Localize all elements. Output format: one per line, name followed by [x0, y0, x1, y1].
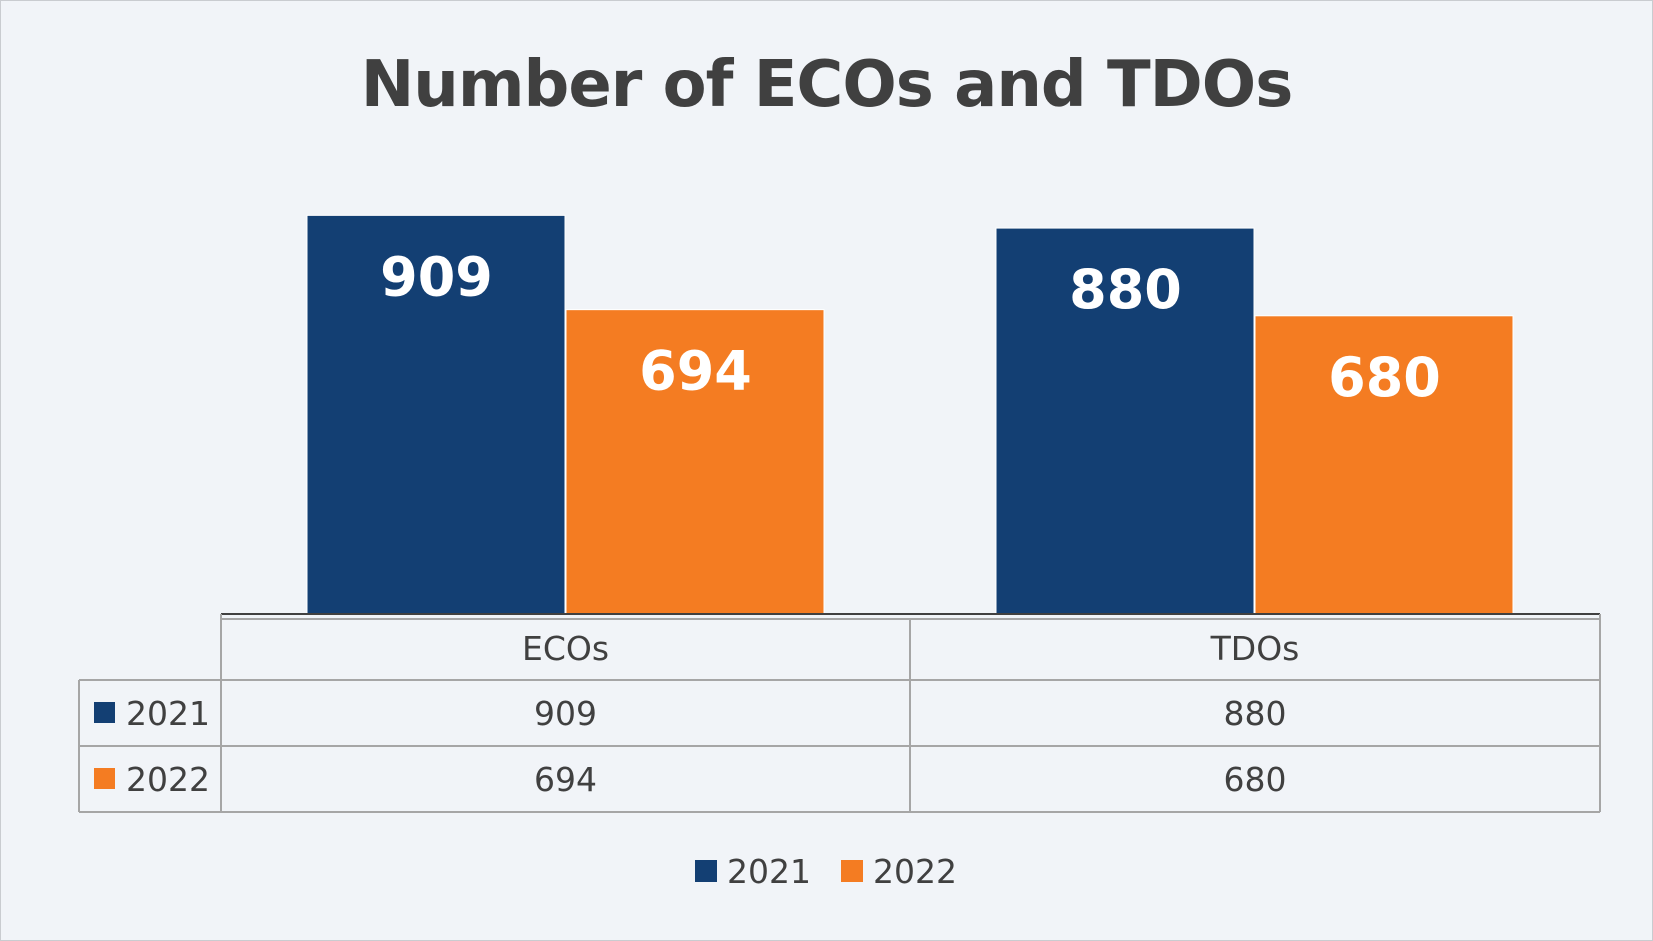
table-cell-2022-TDOs: 680	[1224, 760, 1287, 799]
legend-label-2022: 2022	[873, 851, 957, 891]
data-label-2022-ECOs: 694	[639, 340, 752, 403]
table-row-label-2021: 2021	[126, 694, 210, 733]
data-label-2021-TDOs: 880	[1069, 258, 1182, 321]
legend-swatch-2022	[841, 860, 863, 882]
table-header-ECOs: ECOs	[522, 629, 609, 668]
data-label-2021-ECOs: 909	[380, 245, 493, 308]
legend-item-2022: 2022	[841, 852, 957, 891]
bar-2021-TDOs	[995, 227, 1255, 615]
table-cell-2021-ECOs: 909	[534, 694, 597, 733]
legend-swatch-2021	[695, 860, 718, 882]
bar-2022-ECOs	[565, 309, 825, 615]
bar-2021-ECOs	[306, 214, 566, 615]
table-row-label-2022: 2022	[126, 760, 210, 799]
legend-label-2021: 2021	[727, 851, 811, 891]
data-label-2022-TDOs: 680	[1328, 346, 1441, 409]
table-cell-2021-TDOs: 880	[1224, 694, 1287, 733]
table-legend-key-2022	[94, 768, 115, 789]
chart-title: Number of ECOs and TDOs	[360, 48, 1294, 122]
legend-item-2021: 2021	[695, 852, 811, 891]
legend: 2021 2022	[670, 836, 982, 906]
table-cell-2022-ECOs: 694	[534, 760, 597, 799]
table-legend-key-2021	[94, 702, 115, 723]
table-header-TDOs: TDOs	[1210, 629, 1300, 668]
